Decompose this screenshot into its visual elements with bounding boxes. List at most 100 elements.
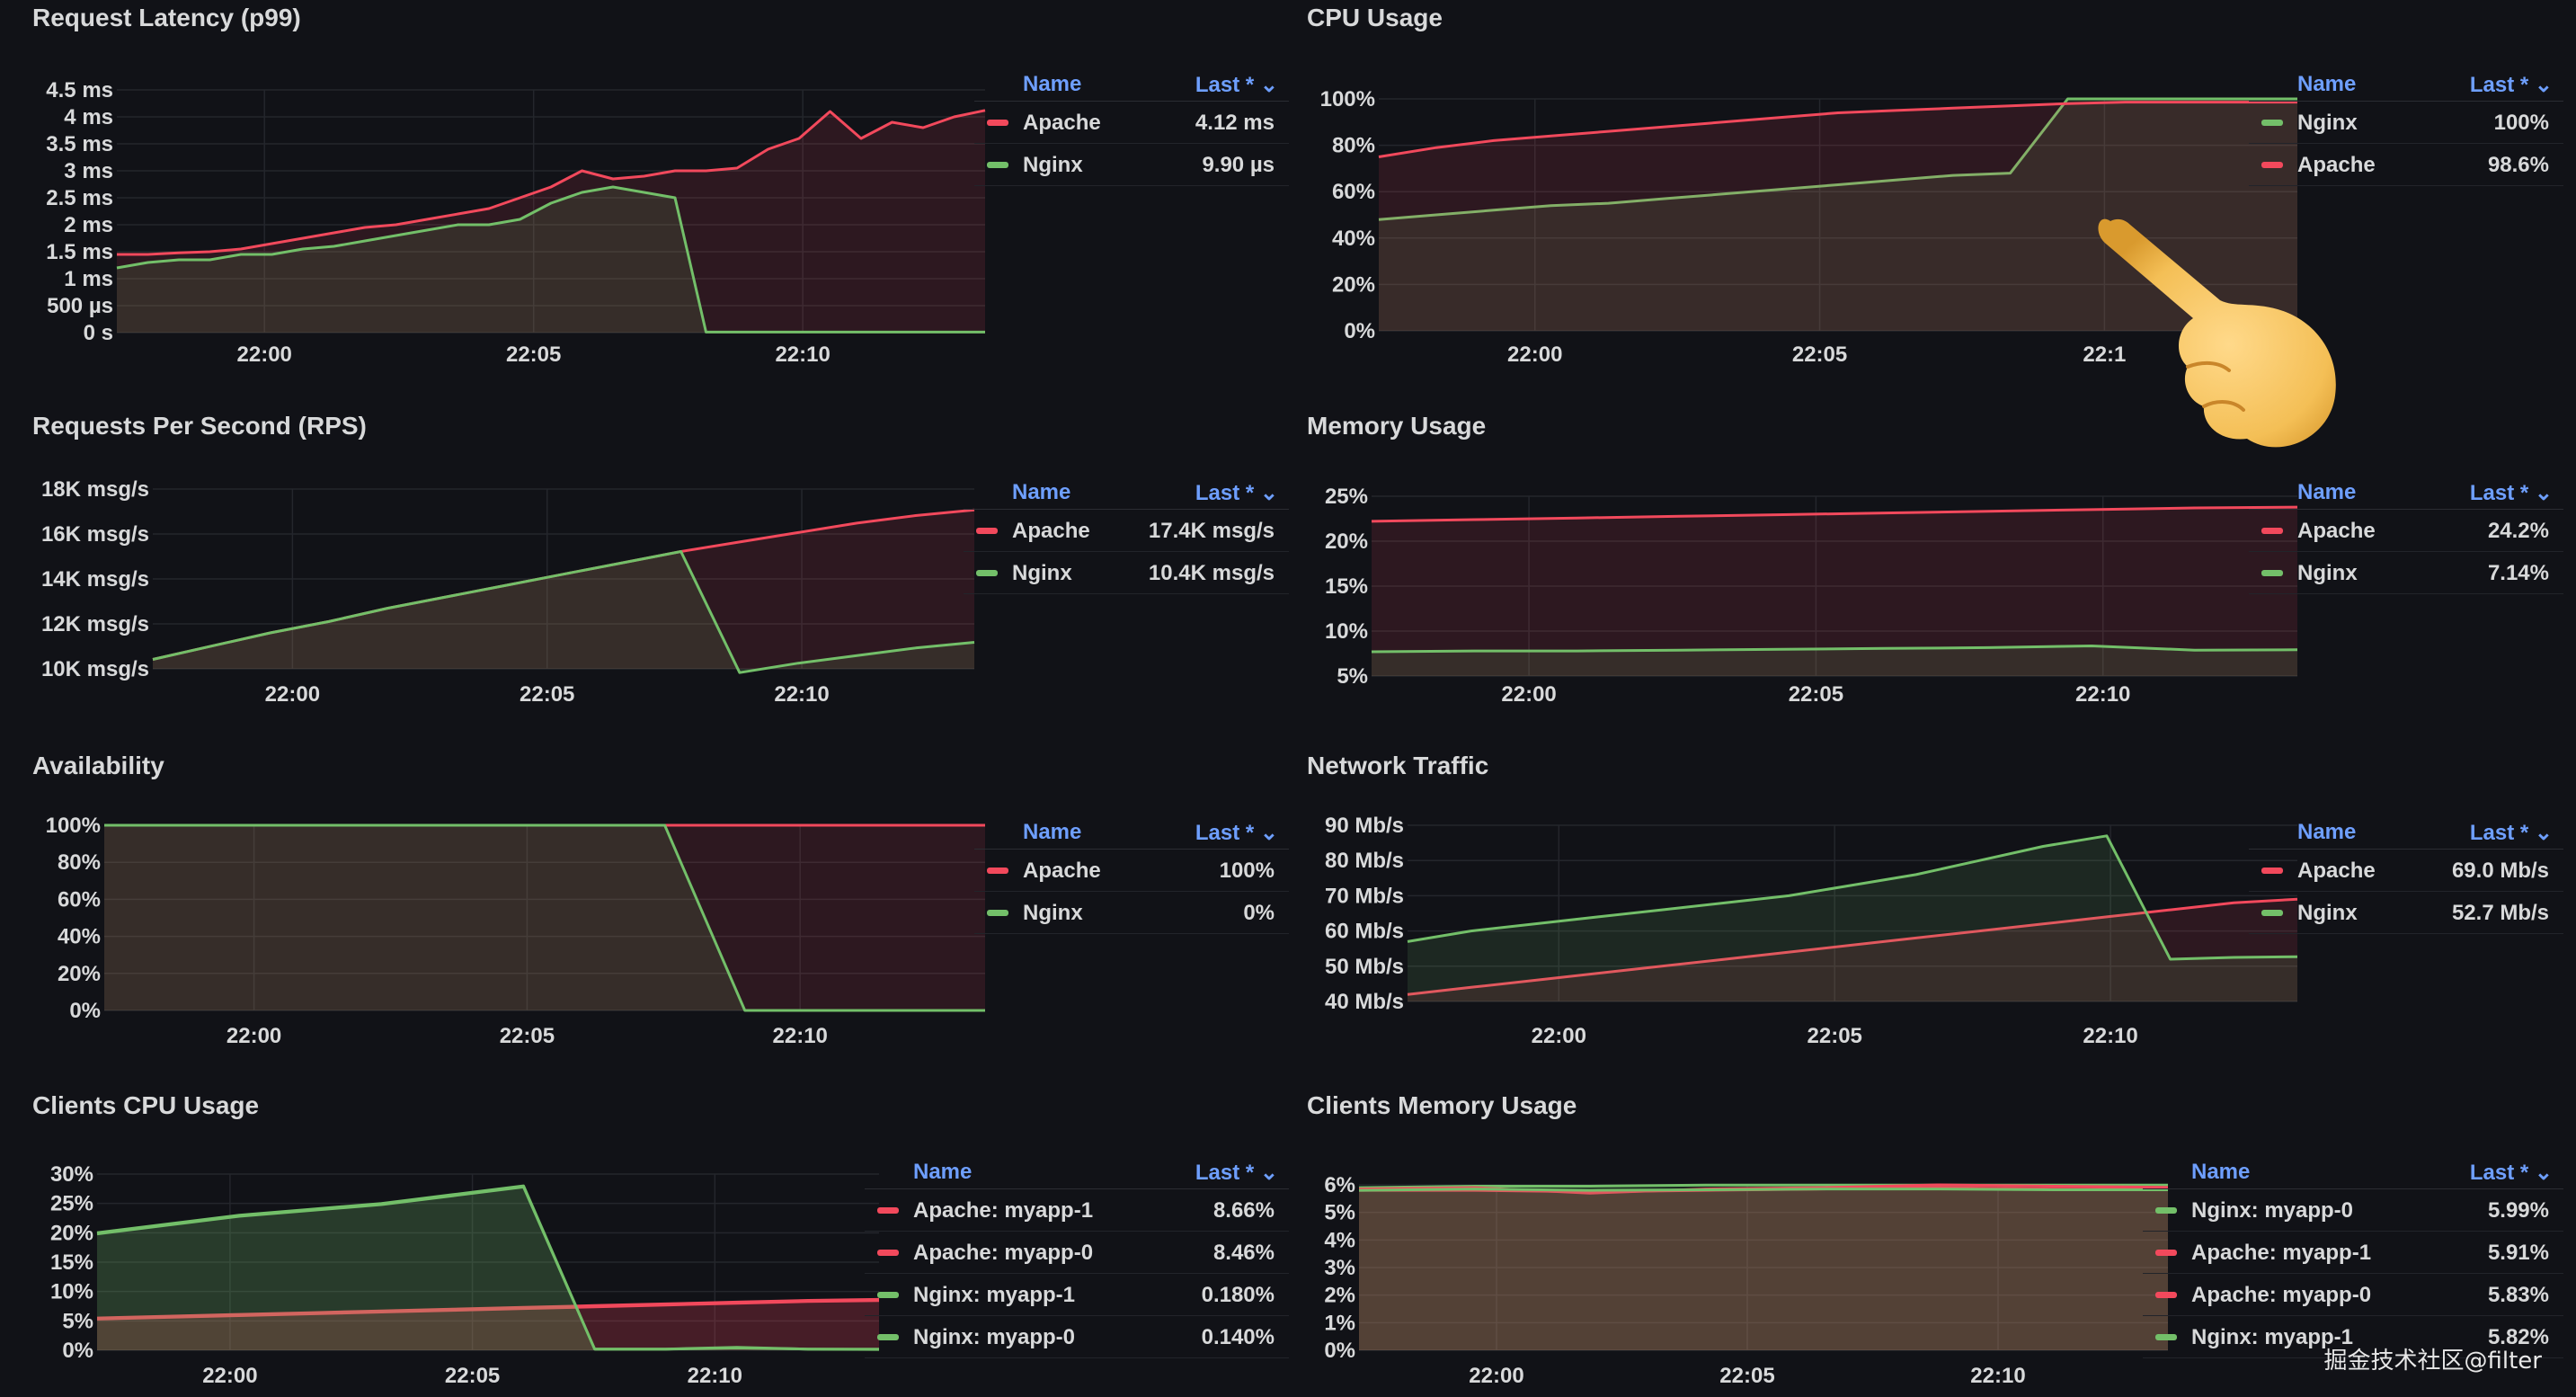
y-tick-label: 2.5 ms <box>46 186 113 210</box>
y-tick-label: 15% <box>50 1250 93 1275</box>
legend-row[interactable]: Apache 24.2% <box>2249 510 2563 552</box>
panel-clients-memory-usage: Clients Memory Usage 6% 5% 4% 3% 2% 1% 0% 22:00 2… <box>1307 1091 2563 1397</box>
legend-series-name: Apache: myapp-1 <box>913 1198 1094 1223</box>
legend-row[interactable]: Apache 69.0 Mb/s <box>2249 850 2563 892</box>
legend-row[interactable]: Nginx 52.7 Mb/s <box>2249 892 2563 934</box>
legend-series-name: Nginx <box>1023 153 1083 177</box>
x-tick-label: 22:05 <box>506 343 561 367</box>
legend-series-name: Nginx: myapp-1 <box>913 1283 1076 1307</box>
y-tick-label: 12K msg/s <box>41 612 149 636</box>
legend-last-value: 5.99% <box>2487 1198 2549 1223</box>
legend-series-name: Nginx <box>1012 561 1072 585</box>
legend-row[interactable]: Apache 17.4K msg/s <box>964 510 1289 552</box>
series-color-swatch <box>987 162 1008 168</box>
legend-name-header[interactable]: Name <box>2297 480 2357 504</box>
legend-last-sort-header[interactable]: Last * ⌄ <box>1195 73 1278 97</box>
y-tick-label: 4.5 ms <box>46 78 113 102</box>
x-tick-label: 22:05 <box>1789 682 1843 707</box>
legend-series-name: Apache <box>2297 519 2376 543</box>
legend-row[interactable]: Nginx 0% <box>974 892 1289 934</box>
x-tick-label: 22:10 <box>773 1024 828 1048</box>
y-tick-label: 2% <box>1324 1284 1355 1308</box>
legend-row[interactable]: Nginx: myapp-1 5.82% <box>2143 1316 2563 1358</box>
series-line-1 <box>1378 101 2297 158</box>
legend-row[interactable]: Apache: myapp-0 8.46% <box>865 1232 1289 1274</box>
chart-clients_cpu: 30% 25% 20% 15% 10% 5% 0% 22:00 22:05 22:10 <box>50 1162 880 1388</box>
y-tick-label: 100% <box>46 814 101 838</box>
x-tick-label: 22:10 <box>1970 1364 2025 1388</box>
panel-title: Clients CPU Usage <box>32 1091 260 1119</box>
x-tick-label: 22:10 <box>774 682 829 707</box>
legend-row[interactable]: Nginx: myapp-0 5.99% <box>2143 1189 2563 1232</box>
legend-table: Name Last * ⌄ Apache 24.2% Nginx 7.14% <box>2249 475 2563 594</box>
legend-name-header[interactable]: Name <box>1012 480 1071 504</box>
panel-title: Memory Usage <box>1307 412 1487 440</box>
legend-last-value: 8.66% <box>1212 1198 1275 1223</box>
legend-last-sort-header[interactable]: Last * ⌄ <box>1195 481 1278 505</box>
panel-requests-per-second: Requests Per Second (RPS) 18K msg/s 16K ms… <box>32 412 1289 717</box>
legend-row[interactable]: Apache: myapp-0 5.83% <box>2143 1274 2563 1316</box>
legend-last-sort-header[interactable]: Last * ⌄ <box>2469 481 2553 505</box>
legend-name-header[interactable]: Name <box>913 1160 973 1184</box>
legend-last-value: 10.4K msg/s <box>1148 561 1275 585</box>
series-color-swatch <box>2261 120 2283 126</box>
y-tick-label: 10% <box>50 1280 93 1304</box>
panel-cpu-usage: CPU Usage 100% 80% 60% 40% 20% 0% 22:00 22:05 22:… <box>1307 4 2563 399</box>
legend-last-sort-header[interactable]: Last * ⌄ <box>2469 1161 2553 1185</box>
series-color-swatch <box>987 868 1008 874</box>
y-tick-label: 40% <box>1332 227 1375 251</box>
legend-last-sort-header[interactable]: Last * ⌄ <box>2469 821 2553 845</box>
legend-row[interactable]: Apache 4.12 ms <box>974 102 1289 144</box>
legend-name-header[interactable]: Name <box>2297 72 2357 96</box>
legend-last-sort-header[interactable]: Last * ⌄ <box>1195 1161 1278 1185</box>
series-line-1 <box>152 550 975 674</box>
series-color-swatch <box>987 120 1008 126</box>
series-line-1 <box>96 1299 880 1321</box>
legend-name-header[interactable]: Name <box>1023 820 1082 844</box>
legend-series-name: Apache: myapp-1 <box>2191 1241 2372 1265</box>
y-tick-label: 0% <box>62 1339 93 1363</box>
series-color-swatch <box>976 528 998 534</box>
legend-name-header[interactable]: Name <box>2297 820 2357 844</box>
legend-row[interactable]: Nginx: myapp-0 0.140% <box>865 1316 1289 1358</box>
y-tick-label: 40% <box>58 925 101 949</box>
legend-row[interactable]: Nginx 7.14% <box>2249 552 2563 594</box>
legend-row[interactable]: Nginx 9.90 µs <box>974 144 1289 186</box>
series-color-swatch <box>877 1292 899 1298</box>
x-tick-label: 22:1 <box>2083 343 2126 367</box>
legend-name-header[interactable]: Name <box>2191 1160 2251 1184</box>
legend-row[interactable]: Nginx: myapp-1 0.180% <box>865 1274 1289 1316</box>
y-tick-label: 50 Mb/s <box>1325 955 1404 979</box>
x-tick-label: 22:00 <box>1507 343 1562 367</box>
x-tick-label: 22:00 <box>1501 682 1556 707</box>
series-area-1 <box>97 1300 879 1350</box>
series-line-3 <box>1358 1188 2168 1192</box>
legend-row[interactable]: Apache 98.6% <box>2249 144 2563 186</box>
legend-row[interactable]: Apache: myapp-1 8.66% <box>865 1189 1289 1232</box>
legend-row[interactable]: Apache 100% <box>974 850 1289 892</box>
y-tick-label: 18K msg/s <box>41 477 149 502</box>
legend-row[interactable]: Nginx 100% <box>2249 102 2563 144</box>
legend-header: Name Last * ⌄ <box>2143 1154 2563 1189</box>
legend-last-sort-header[interactable]: Last * ⌄ <box>2469 73 2553 97</box>
series-area-0 <box>104 825 985 1010</box>
legend-name-header[interactable]: Name <box>1023 72 1082 96</box>
legend-header: Name Last * ⌄ <box>2249 814 2563 850</box>
chart-latency: 4.5 ms 4 ms 3.5 ms 3 ms 2.5 ms 2 ms 1.5 ms 1 ms… <box>46 78 986 367</box>
legend-series-name: Apache <box>1023 859 1101 883</box>
legend-last-value: 4.12 ms <box>1195 111 1275 135</box>
legend-series-name: Nginx: myapp-1 <box>2191 1325 2354 1349</box>
y-tick-label: 16K msg/s <box>41 522 149 547</box>
series-color-swatch <box>877 1207 899 1214</box>
legend-last-value: 98.6% <box>2487 153 2549 177</box>
legend-last-value: 0% <box>1243 901 1275 925</box>
legend-header: Name Last * ⌄ <box>865 1154 1289 1189</box>
legend-row[interactable]: Apache: myapp-1 5.91% <box>2143 1232 2563 1274</box>
legend-series-name: Apache: myapp-0 <box>2191 1283 2372 1307</box>
legend-table: Name Last * ⌄ Apache 100% Nginx 0% <box>974 814 1289 934</box>
x-tick-label: 22:10 <box>775 343 830 367</box>
legend-row[interactable]: Nginx 10.4K msg/s <box>964 552 1289 594</box>
y-tick-label: 5% <box>1324 1201 1355 1225</box>
legend-last-sort-header[interactable]: Last * ⌄ <box>1195 821 1278 845</box>
series-area-1 <box>153 551 974 673</box>
